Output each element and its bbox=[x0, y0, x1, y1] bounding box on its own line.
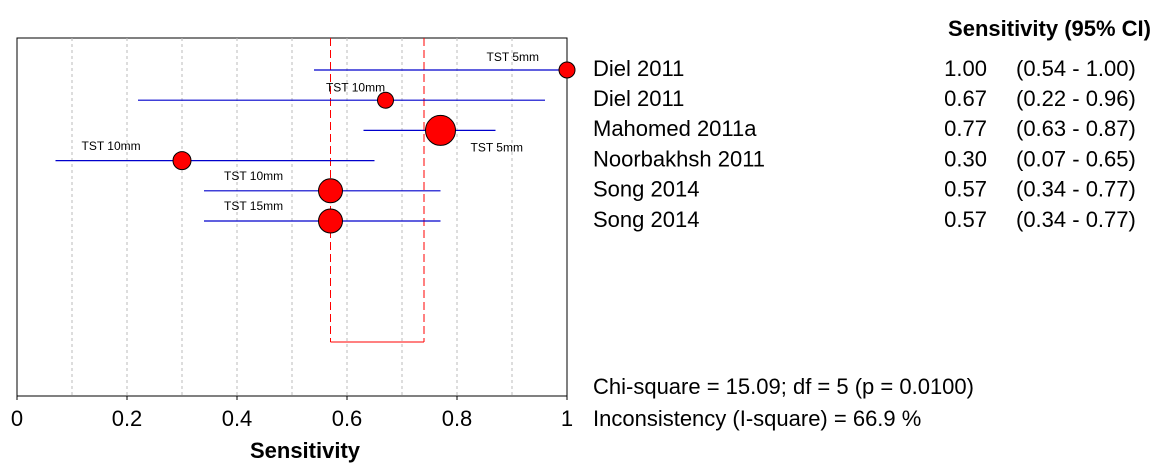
estimate-label: 0.57 bbox=[944, 177, 987, 202]
x-axis-label: Sensitivity bbox=[250, 438, 361, 463]
annotation: TST 15mm bbox=[224, 199, 283, 213]
estimate-label: 0.67 bbox=[944, 86, 987, 111]
column-title: Sensitivity (95% CI) bbox=[948, 16, 1151, 41]
ci-label: (0.54 - 1.00) bbox=[1016, 56, 1136, 81]
ci-label: (0.63 - 0.87) bbox=[1016, 116, 1136, 141]
study-name: Noorbakhsh 2011 bbox=[593, 146, 765, 171]
point-estimate bbox=[172, 151, 192, 171]
annotation: TST 10mm bbox=[224, 169, 283, 183]
annotation: TST 5mm bbox=[471, 141, 523, 155]
ci-label: (0.22 - 0.96) bbox=[1016, 86, 1136, 111]
x-tick-label: 0 bbox=[11, 406, 23, 431]
ci-label: (0.07 - 0.65) bbox=[1016, 146, 1136, 171]
study-name: Song 2014 bbox=[593, 177, 699, 202]
study-name: Diel 2011 bbox=[593, 86, 684, 111]
ci-label: (0.34 - 0.77) bbox=[1016, 207, 1136, 232]
x-tick-label: 0.2 bbox=[112, 406, 143, 431]
annotation: TST 10mm bbox=[82, 139, 141, 153]
x-tick-label: 1 bbox=[561, 406, 573, 431]
estimate-label: 0.77 bbox=[944, 116, 987, 141]
x-tick-label: 0.6 bbox=[332, 406, 363, 431]
annotation: TST 10mm bbox=[326, 80, 385, 94]
x-tick-label: 0.8 bbox=[442, 406, 473, 431]
point-estimate bbox=[558, 61, 576, 79]
annotation: TST 5mm bbox=[487, 50, 539, 64]
point-estimate bbox=[425, 114, 456, 146]
point-estimate bbox=[377, 91, 394, 109]
study-name: Diel 2011 bbox=[593, 56, 684, 81]
point-estimate bbox=[318, 208, 343, 234]
study-name: Mahomed 2011a bbox=[593, 116, 757, 141]
x-tick-label: 0.4 bbox=[222, 406, 253, 431]
estimate-label: 1.00 bbox=[944, 56, 987, 81]
ci-label: (0.34 - 0.77) bbox=[1016, 177, 1136, 202]
point-estimate bbox=[318, 178, 343, 204]
estimate-label: 0.30 bbox=[944, 146, 987, 171]
plot-frame bbox=[16, 37, 568, 397]
study-name: Song 2014 bbox=[593, 207, 699, 232]
statistic: Inconsistency (I-square) = 66.9 % bbox=[593, 406, 921, 431]
estimate-label: 0.57 bbox=[944, 207, 987, 232]
statistic: Chi-square = 15.09; df = 5 (p = 0.0100) bbox=[593, 374, 974, 399]
